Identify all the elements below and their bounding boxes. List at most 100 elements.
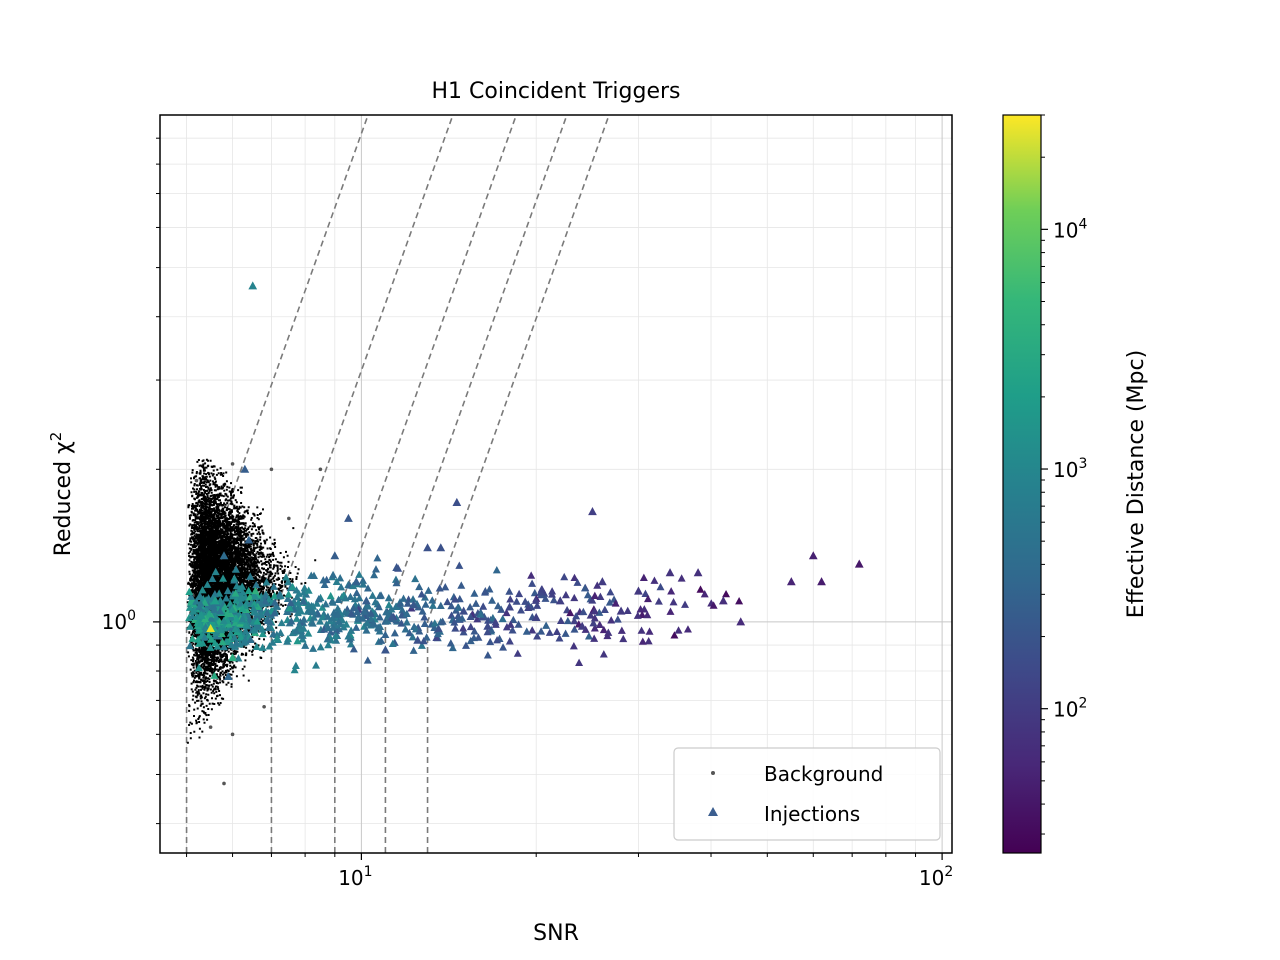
injection-point [546, 629, 554, 636]
injection-point [312, 661, 320, 668]
injection-point [410, 646, 418, 653]
grid [160, 115, 952, 853]
injection-point [493, 566, 501, 573]
legend-background-label: Background [764, 762, 883, 786]
injection-point [515, 590, 523, 597]
chart-title: H1 Coincident Triggers [431, 79, 680, 104]
injection-point [591, 592, 599, 599]
injection-point [601, 606, 609, 613]
injection-point [538, 585, 546, 592]
injection-point [719, 596, 728, 604]
injection-point [443, 598, 451, 605]
background-outlier [231, 733, 235, 737]
x-axis-label: SNR [533, 921, 579, 946]
injection-point [553, 628, 561, 635]
injection-point [381, 645, 390, 653]
injection-point [617, 607, 626, 615]
injection-point [557, 617, 565, 624]
injection-point [486, 638, 494, 645]
injection-point [479, 602, 487, 609]
injection-point [352, 577, 361, 585]
injection-series [185, 281, 864, 680]
x-tick-label: 102 [919, 864, 953, 890]
y-tick-label: 100 [102, 608, 136, 634]
injection-point [355, 570, 363, 577]
injection-point [422, 600, 430, 607]
legend-injections-label: Injections [764, 802, 860, 826]
plot-frame [160, 115, 952, 853]
injection-point [657, 583, 665, 590]
injection-point [455, 562, 463, 569]
injection-point [606, 588, 614, 595]
injection-point [556, 634, 564, 641]
injection-point [285, 590, 293, 597]
injection-point [694, 568, 703, 576]
injection-point [678, 574, 686, 581]
injection-point [584, 591, 592, 598]
injection-point [666, 607, 674, 614]
injection-point [505, 602, 514, 610]
injection-point [650, 577, 658, 584]
injection-point [452, 498, 461, 506]
injection-point [619, 635, 627, 642]
injection-point [506, 595, 514, 602]
injection-point [309, 644, 317, 651]
injection-point [585, 632, 593, 639]
injection-point [506, 637, 514, 644]
injection-point [353, 589, 361, 596]
injection-point [499, 643, 507, 650]
injection-point [646, 627, 654, 634]
injection-point [675, 626, 683, 633]
injection-point [564, 617, 572, 624]
threshold-curve [335, 96, 523, 853]
injection-point [248, 281, 257, 289]
injection-point [639, 637, 647, 644]
injection-point [436, 543, 445, 551]
injection-point [634, 587, 643, 595]
colorbar-tick-label: 104 [1053, 216, 1087, 242]
injection-point [467, 623, 475, 630]
background-outlier [262, 705, 266, 709]
injection-point [855, 560, 864, 568]
background-outlier [222, 782, 226, 786]
injection-point [391, 629, 399, 636]
colorbar-label: Effective Distance (Mpc) [1124, 350, 1149, 618]
injection-point [618, 627, 626, 634]
background-outlier [231, 462, 235, 466]
injection-point [670, 598, 678, 605]
threshold-curve [187, 96, 375, 853]
injection-point [570, 642, 578, 649]
injection-point [344, 514, 353, 522]
injection-point [600, 650, 608, 657]
colorbar: 102103104 Effective Distance (Mpc) [1003, 115, 1149, 853]
injection-point [684, 625, 692, 632]
injection-point [369, 591, 377, 598]
injection-point [364, 656, 372, 663]
injection-point [441, 583, 449, 590]
injection-point [373, 554, 381, 561]
threshold-curves [187, 96, 616, 853]
injection-point [437, 602, 445, 609]
background-outlier [319, 468, 323, 472]
threshold-curve [385, 96, 573, 853]
y-axis-label: Reduced χ2 [47, 432, 76, 557]
injection-point [330, 551, 339, 559]
injection-point [423, 543, 432, 551]
injection-point [562, 629, 570, 636]
injection-point [666, 568, 675, 576]
injection-point [809, 551, 818, 559]
injection-point [484, 651, 492, 658]
injection-point [505, 587, 513, 594]
injection-point [667, 587, 675, 594]
injection-point [514, 649, 522, 656]
injection-point [513, 597, 521, 604]
injection-point [562, 591, 570, 598]
injection-point [327, 592, 335, 599]
injection-point [470, 589, 478, 596]
injection-point [459, 624, 467, 631]
injection-point [253, 643, 261, 650]
injection-point [697, 585, 705, 592]
injection-point [292, 662, 300, 669]
threshold-curve [428, 96, 616, 853]
